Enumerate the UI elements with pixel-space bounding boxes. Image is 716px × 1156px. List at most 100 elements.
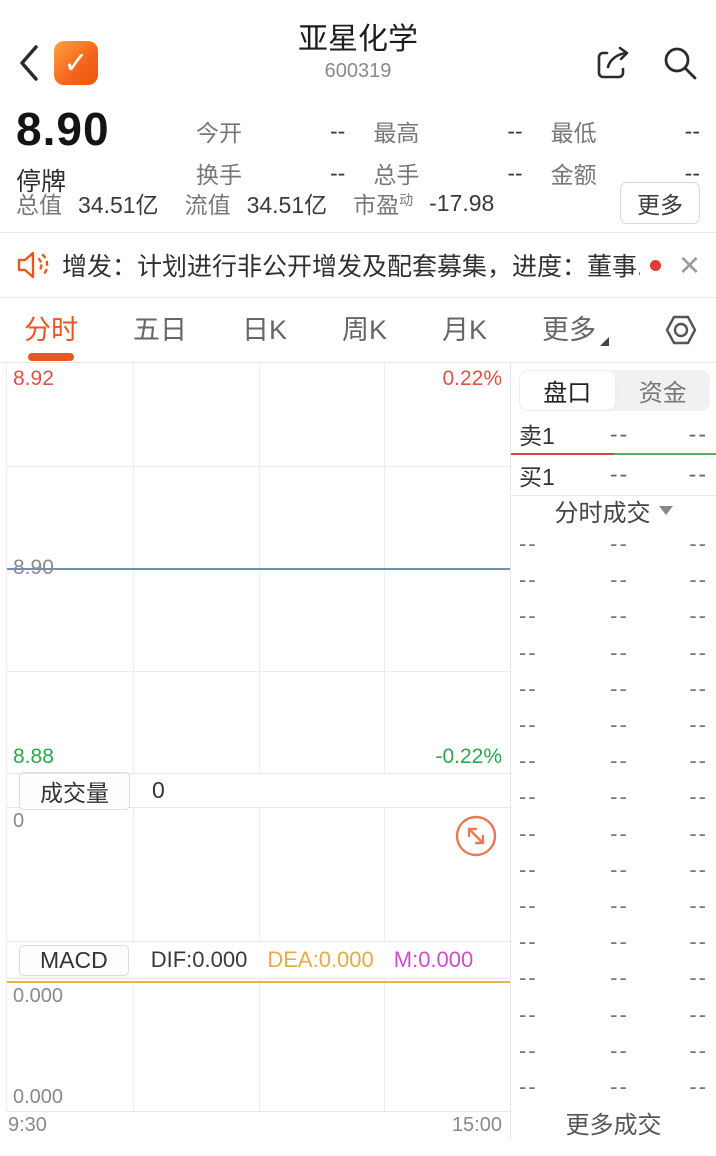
- back-chevron-icon: [20, 45, 38, 81]
- gridline: [258, 808, 260, 941]
- trade-cell: --: [610, 639, 629, 665]
- order-panel: 盘口 资金 卖1 -- -- 买1 -- -- 分时成交: [511, 363, 716, 1140]
- stat-low: 最低 --: [550, 117, 700, 147]
- back-button[interactable]: [16, 41, 50, 85]
- time-start: 9:30: [8, 1114, 47, 1136]
- trade-cell: --: [519, 712, 538, 738]
- buy1-row[interactable]: 买1 -- --: [519, 461, 708, 490]
- more-caret-icon: [599, 337, 609, 346]
- trade-cell: --: [689, 1001, 708, 1027]
- tab-daily-k[interactable]: 日K: [241, 314, 287, 345]
- trade-cell: --: [610, 567, 629, 593]
- macd-axis-bottom: 0.000: [13, 1086, 64, 1108]
- close-news-icon[interactable]: ×: [678, 244, 700, 285]
- trade-cell: --: [689, 820, 708, 846]
- trade-cell: --: [689, 639, 708, 665]
- stat-volume: 总手 --: [373, 159, 523, 189]
- trade-cell: --: [689, 1073, 708, 1099]
- trade-row: -- -- --: [511, 671, 716, 707]
- expand-chart-button[interactable]: [454, 814, 498, 863]
- trade-cell: --: [519, 567, 538, 593]
- chart-settings-button[interactable]: [664, 313, 698, 347]
- trade-cell: --: [610, 1073, 629, 1099]
- trade-cell: --: [519, 1073, 538, 1099]
- minute-chart[interactable]: 8.92 0.22% 8.90 8.88 -0.22%: [6, 363, 510, 774]
- chevron-down-icon: [658, 506, 673, 515]
- float-cap-value: 34.51亿: [246, 192, 328, 218]
- time-axis: 9:30 15:00: [0, 1112, 510, 1139]
- tab-zijin[interactable]: 资金: [638, 380, 687, 407]
- sell1-row[interactable]: 卖1 -- --: [519, 420, 708, 450]
- trade-cell: --: [689, 603, 708, 629]
- trade-cell: --: [519, 1001, 538, 1027]
- trade-cell: --: [610, 1037, 629, 1063]
- trade-cell: --: [610, 748, 629, 774]
- trade-cell: --: [519, 748, 538, 774]
- trade-row: -- -- --: [511, 779, 716, 815]
- tab-monthly-k[interactable]: 月K: [441, 314, 487, 345]
- volume-chart[interactable]: 0: [6, 808, 510, 942]
- tab-minute[interactable]: 分时: [24, 308, 78, 353]
- more-stats-button[interactable]: 更多: [620, 182, 700, 224]
- trade-cell: --: [689, 712, 708, 738]
- quote-section: 8.90 停牌 今开 -- 最高 -- 最低 -- 换手: [0, 100, 716, 232]
- main-area: 8.92 0.22% 8.90 8.88 -0.22% 成交量 0 0: [0, 362, 716, 1140]
- gridline: [7, 670, 510, 672]
- trade-cell: --: [610, 603, 629, 629]
- macd-axis-top: 0.000: [13, 985, 64, 1007]
- trade-cell: --: [519, 639, 538, 665]
- news-banner[interactable]: 增发：计划进行非公开增发及配套募集，进度：董事... ×: [0, 233, 716, 297]
- app-logo-icon[interactable]: ✓: [54, 41, 98, 85]
- macd-dif-value: DIF:0.000: [150, 947, 248, 972]
- trade-cell: --: [519, 603, 538, 629]
- stat-turnover-rate: 换手 --: [196, 159, 346, 189]
- trade-cell: --: [689, 892, 708, 918]
- macd-chart[interactable]: 0.000 0.000: [6, 979, 510, 1112]
- trade-cell: --: [689, 856, 708, 882]
- volume-indicator-button[interactable]: 成交量: [19, 771, 130, 810]
- panel-segmented-control: 盘口 资金: [519, 370, 710, 411]
- y-axis-high: 8.92: [13, 367, 54, 390]
- trade-cell: --: [689, 675, 708, 701]
- trade-cell: --: [519, 531, 538, 557]
- gridline: [7, 465, 510, 467]
- macd-indicator-button[interactable]: MACD: [19, 944, 129, 976]
- share-button[interactable]: [594, 43, 634, 83]
- search-button[interactable]: [660, 43, 700, 83]
- news-text[interactable]: 增发：计划进行非公开增发及配套募集，进度：董事...: [62, 253, 640, 281]
- gridline: [258, 979, 260, 1111]
- quote-row3: 总值 34.51亿 流值 34.51亿 市盈动 -17.98 更多: [16, 182, 700, 224]
- divider: [0, 232, 716, 233]
- tab-weekly-k[interactable]: 周K: [341, 314, 387, 345]
- trade-cell: --: [610, 856, 629, 882]
- trade-row: -- -- --: [511, 526, 716, 562]
- trade-cell: --: [689, 531, 708, 557]
- trade-cell: --: [610, 820, 629, 846]
- tab-more[interactable]: 更多: [541, 314, 596, 345]
- stat-open: 今开 --: [196, 117, 346, 147]
- stat-high: 最高 --: [373, 117, 523, 147]
- trade-cell: --: [689, 748, 708, 774]
- buy-ratio-segment: [613, 453, 716, 455]
- sell-ratio-segment: [511, 453, 614, 455]
- tab-five-day[interactable]: 五日: [132, 314, 187, 345]
- trade-cell: --: [610, 965, 629, 991]
- chart-column: 8.92 0.22% 8.90 8.88 -0.22% 成交量 0 0: [0, 363, 511, 1140]
- chart-tabs: 分时 五日 日K 周K 月K 更多: [0, 298, 716, 362]
- tab-pankou[interactable]: 盘口: [520, 371, 615, 410]
- more-trades-button[interactable]: 更多成交: [565, 1112, 662, 1139]
- last-price: 8.90: [16, 103, 110, 155]
- speaker-icon: [17, 251, 49, 279]
- macd-zero-line: [7, 981, 510, 983]
- trades-dropdown[interactable]: 分时成交: [511, 495, 716, 527]
- time-end: 15:00: [451, 1114, 502, 1136]
- trade-cell: --: [689, 784, 708, 810]
- y-axis-low-pct: -0.22%: [435, 745, 502, 768]
- trade-cell: --: [610, 784, 629, 810]
- y-axis-high-pct: 0.22%: [442, 367, 502, 390]
- trade-row: -- -- --: [511, 924, 716, 960]
- macd-header: MACD DIF:0.000 DEA:0.000 M:0.000: [6, 942, 510, 979]
- share-icon: [597, 46, 629, 79]
- gear-icon: [665, 315, 697, 345]
- gridline: [384, 979, 386, 1111]
